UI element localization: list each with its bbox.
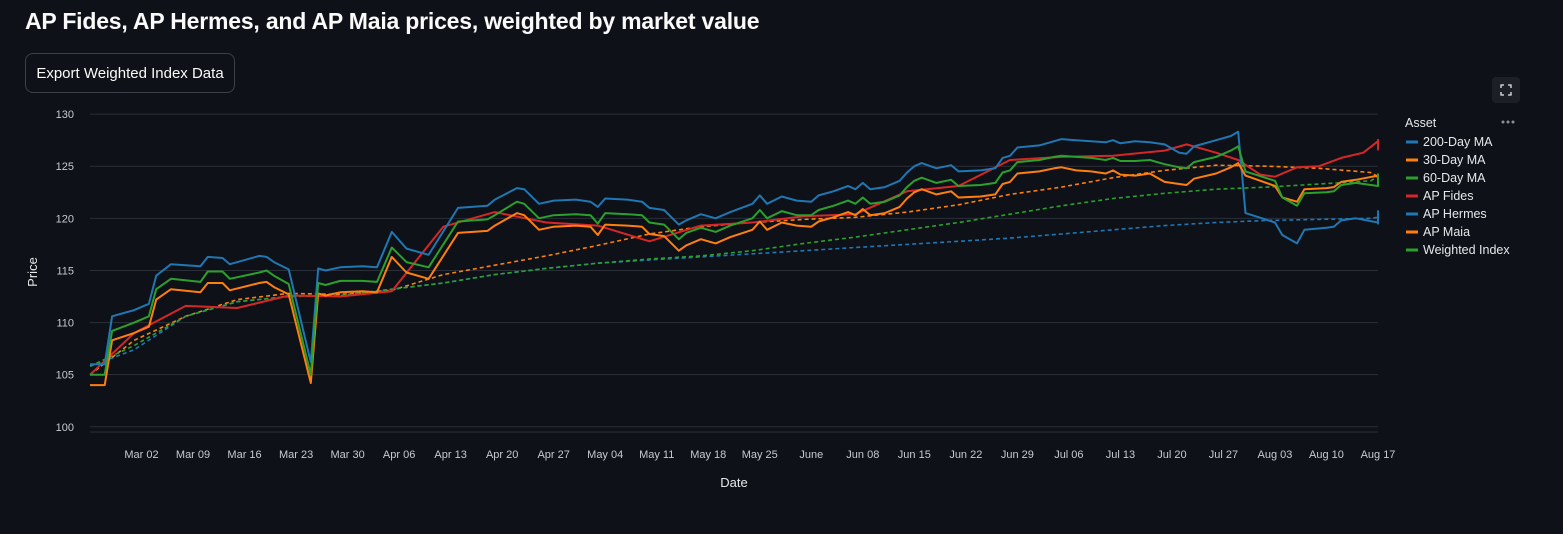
legend-label: 60-Day MA bbox=[1423, 171, 1486, 185]
series-line-ap-fides[interactable] bbox=[89, 139, 1379, 376]
series-lines bbox=[89, 130, 1379, 387]
x-axis-title: Date bbox=[720, 475, 747, 490]
legend-item[interactable]: AP Hermes bbox=[1406, 207, 1487, 221]
legend-more-icon[interactable] bbox=[1501, 120, 1515, 124]
x-tick-label: May 18 bbox=[690, 449, 726, 461]
x-tick-label: Jun 08 bbox=[846, 449, 879, 461]
y-tick-label: 125 bbox=[56, 161, 74, 173]
legend[interactable]: Asset 200-Day MA 30-Day MA 60-Day MA AP Fid… bbox=[1405, 116, 1515, 257]
legend-label: AP Hermes bbox=[1423, 207, 1487, 221]
legend-label: AP Maia bbox=[1423, 225, 1470, 239]
gridlines bbox=[90, 113, 1378, 433]
x-tick-label: Jun 22 bbox=[949, 449, 982, 461]
y-tick-label: 100 bbox=[56, 422, 74, 434]
legend-label: AP Fides bbox=[1423, 189, 1474, 203]
x-tick-label: Mar 30 bbox=[330, 449, 364, 461]
x-tick-label: Mar 02 bbox=[124, 449, 158, 461]
series-line-30-day-ma[interactable] bbox=[89, 164, 1379, 376]
y-tick-label: 110 bbox=[56, 318, 74, 330]
legend-title: Asset bbox=[1405, 116, 1437, 130]
fullscreen-button[interactable] bbox=[1492, 77, 1520, 103]
series-line-ap-hermes[interactable] bbox=[90, 130, 1379, 366]
legend-item[interactable]: 60-Day MA bbox=[1406, 171, 1486, 185]
x-tick-label: Jul 27 bbox=[1209, 449, 1238, 461]
x-tick-label: May 25 bbox=[742, 449, 778, 461]
y-axis-title: Price bbox=[25, 257, 40, 287]
x-tick-label: May 11 bbox=[639, 449, 674, 461]
x-tick-label: Jul 13 bbox=[1106, 449, 1135, 461]
x-tick-label: Apr 13 bbox=[434, 449, 466, 461]
series-line-60-day-ma[interactable] bbox=[89, 176, 1379, 368]
x-tick-label: June bbox=[799, 449, 823, 461]
expand-icon bbox=[1500, 84, 1512, 96]
legend-label: 200-Day MA bbox=[1423, 135, 1493, 149]
y-tick-label: 120 bbox=[56, 213, 74, 225]
legend-label: 30-Day MA bbox=[1423, 153, 1486, 167]
x-tick-label: Apr 20 bbox=[486, 449, 518, 461]
x-tick-label: Aug 17 bbox=[1361, 449, 1396, 461]
y-tick-label: 130 bbox=[56, 109, 74, 121]
x-tick-label: Mar 16 bbox=[227, 449, 261, 461]
export-weighted-index-button[interactable]: Export Weighted Index Data bbox=[25, 53, 235, 93]
x-tick-label: May 04 bbox=[587, 449, 623, 461]
y-tick-label: 115 bbox=[56, 265, 74, 277]
x-tick-label: Aug 10 bbox=[1309, 449, 1344, 461]
page-title: AP Fides, AP Hermes, and AP Maia prices,… bbox=[25, 8, 760, 34]
legend-item[interactable]: Weighted Index bbox=[1406, 243, 1510, 257]
x-tick-label: Jul 20 bbox=[1157, 449, 1186, 461]
x-tick-label: Apr 06 bbox=[383, 449, 415, 461]
x-tick-label: Jun 15 bbox=[898, 449, 931, 461]
legend-item[interactable]: 30-Day MA bbox=[1406, 153, 1486, 167]
y-axis-ticks: 100 105 110 115 120 125 130 bbox=[56, 109, 74, 434]
x-tick-label: Aug 03 bbox=[1258, 449, 1293, 461]
y-tick-label: 105 bbox=[56, 370, 74, 382]
x-tick-label: Apr 27 bbox=[537, 449, 569, 461]
x-tick-label: Jul 06 bbox=[1054, 449, 1083, 461]
series-line-ap-maia[interactable] bbox=[90, 162, 1379, 387]
legend-item[interactable]: AP Maia bbox=[1406, 225, 1470, 239]
series-line-weighted-index[interactable] bbox=[90, 145, 1379, 376]
x-tick-label: Jun 29 bbox=[1001, 449, 1034, 461]
legend-label: Weighted Index bbox=[1423, 243, 1510, 257]
legend-item[interactable]: 200-Day MA bbox=[1406, 135, 1493, 149]
legend-item[interactable]: AP Fides bbox=[1406, 189, 1474, 203]
x-tick-label: Mar 23 bbox=[279, 449, 313, 461]
x-axis-ticks: Mar 02 Mar 09 Mar 16 Mar 23 Mar 30 Apr 06 Apr … bbox=[124, 449, 1395, 461]
x-tick-label: Mar 09 bbox=[176, 449, 210, 461]
